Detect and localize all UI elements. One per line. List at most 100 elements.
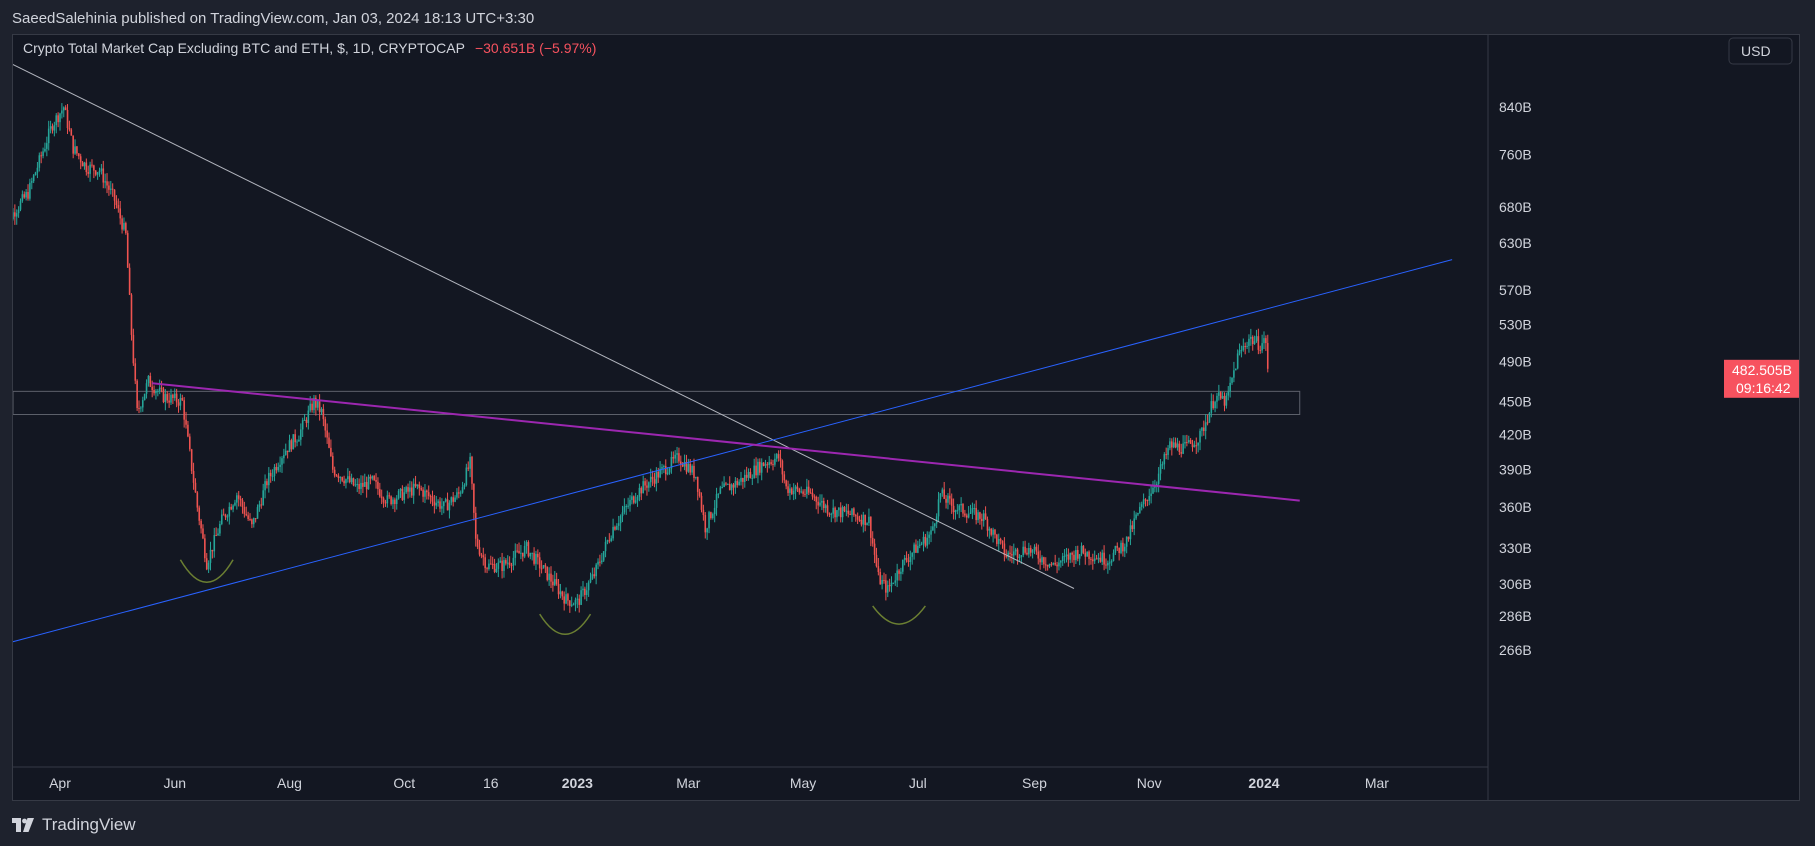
trendlines-layer: [13, 59, 1453, 645]
candle: [631, 492, 633, 505]
candle: [115, 195, 118, 209]
candle: [672, 451, 675, 464]
candle: [410, 481, 413, 498]
candle: [1022, 541, 1024, 558]
candle: [19, 198, 22, 212]
candle: [593, 567, 596, 579]
candle: [341, 476, 343, 483]
candle: [779, 449, 782, 468]
candle: [418, 481, 421, 496]
candle: [866, 522, 868, 526]
candle: [330, 439, 332, 458]
candle: [512, 550, 515, 571]
candle: [271, 469, 274, 481]
price-chart[interactable]: 840B 760B 680B 630B 570B 530B 490B 450B 420B 390B…: [13, 35, 1799, 800]
candle: [303, 413, 306, 421]
candle: [442, 501, 445, 514]
tradingview-logo-icon[interactable]: [12, 818, 36, 832]
candle: [604, 536, 607, 558]
candle: [578, 594, 581, 613]
candle: [892, 582, 895, 585]
candle: [183, 397, 185, 428]
candle: [414, 475, 417, 488]
candle: [1125, 536, 1128, 554]
bottom-curve-1[interactable]: [179, 559, 234, 584]
candle: [740, 471, 742, 486]
candle: [933, 522, 936, 534]
bottom-curve-3[interactable]: [872, 605, 926, 625]
candle: [723, 476, 725, 488]
candle: [1255, 329, 1258, 343]
candle: [109, 180, 112, 195]
ascending-blue-trendline[interactable]: [13, 259, 1453, 645]
candle: [382, 496, 385, 508]
candle: [1206, 414, 1209, 426]
candle: [360, 475, 362, 496]
x-tick-label: 16: [483, 775, 499, 791]
candle: [1231, 377, 1233, 385]
candle: [817, 496, 819, 514]
descending-gray-trendline[interactable]: [13, 59, 1075, 589]
candle: [74, 139, 76, 155]
candle: [602, 551, 605, 562]
candle: [582, 581, 584, 597]
bottom-curve-2[interactable]: [539, 613, 592, 635]
candle: [254, 518, 257, 523]
candle: [200, 518, 202, 534]
candle: [1069, 552, 1072, 564]
candle: [1067, 548, 1070, 567]
candle: [954, 509, 957, 520]
candle: [627, 497, 629, 509]
candle: [1144, 498, 1147, 507]
candle: [269, 469, 272, 483]
candle: [815, 495, 818, 510]
candle: [220, 509, 223, 526]
candle: [542, 564, 545, 569]
candle: [335, 473, 338, 477]
candle: [755, 457, 757, 479]
candle: [424, 484, 426, 504]
candle: [44, 142, 46, 153]
candle: [228, 502, 231, 525]
candle: [819, 494, 821, 507]
support-resistance-zone[interactable]: [13, 390, 1301, 415]
candle: [444, 497, 447, 503]
candle: [975, 500, 977, 525]
candle: [232, 504, 234, 513]
candle: [638, 483, 641, 502]
candle: [1026, 548, 1028, 556]
candle: [111, 183, 114, 197]
candle: [529, 552, 532, 560]
chart-frame[interactable]: 840B 760B 680B 630B 570B 530B 490B 450B 420B 390B…: [12, 34, 1800, 801]
candle: [809, 488, 812, 494]
candle: [27, 184, 29, 201]
candle: [1131, 520, 1134, 533]
candle: [185, 411, 187, 429]
candle: [294, 429, 296, 448]
currency-button[interactable]: USD: [1728, 37, 1793, 65]
x-tick-label: Mar: [676, 775, 700, 791]
candle: [1035, 543, 1038, 555]
candle: [821, 494, 823, 511]
candle: [505, 558, 507, 566]
candle: [774, 453, 776, 467]
descending-purple-trendline[interactable]: [152, 382, 1300, 502]
candle: [832, 499, 834, 519]
tradingview-brand[interactable]: TradingView: [42, 815, 136, 834]
symbol-title[interactable]: Crypto Total Market Cap Excluding BTC an…: [23, 40, 465, 56]
candle: [13, 208, 14, 221]
candle: [775, 452, 778, 462]
candle: [333, 466, 336, 478]
candle: [1073, 550, 1075, 567]
candle: [375, 473, 377, 489]
candle: [1193, 440, 1196, 448]
candle: [284, 443, 287, 456]
candle: [747, 468, 750, 481]
candle: [550, 566, 552, 589]
candle: [147, 375, 150, 387]
currency-label: USD: [1741, 43, 1771, 59]
candle: [849, 510, 851, 516]
candle: [1178, 440, 1181, 455]
candle: [64, 105, 67, 111]
candle: [552, 574, 554, 592]
